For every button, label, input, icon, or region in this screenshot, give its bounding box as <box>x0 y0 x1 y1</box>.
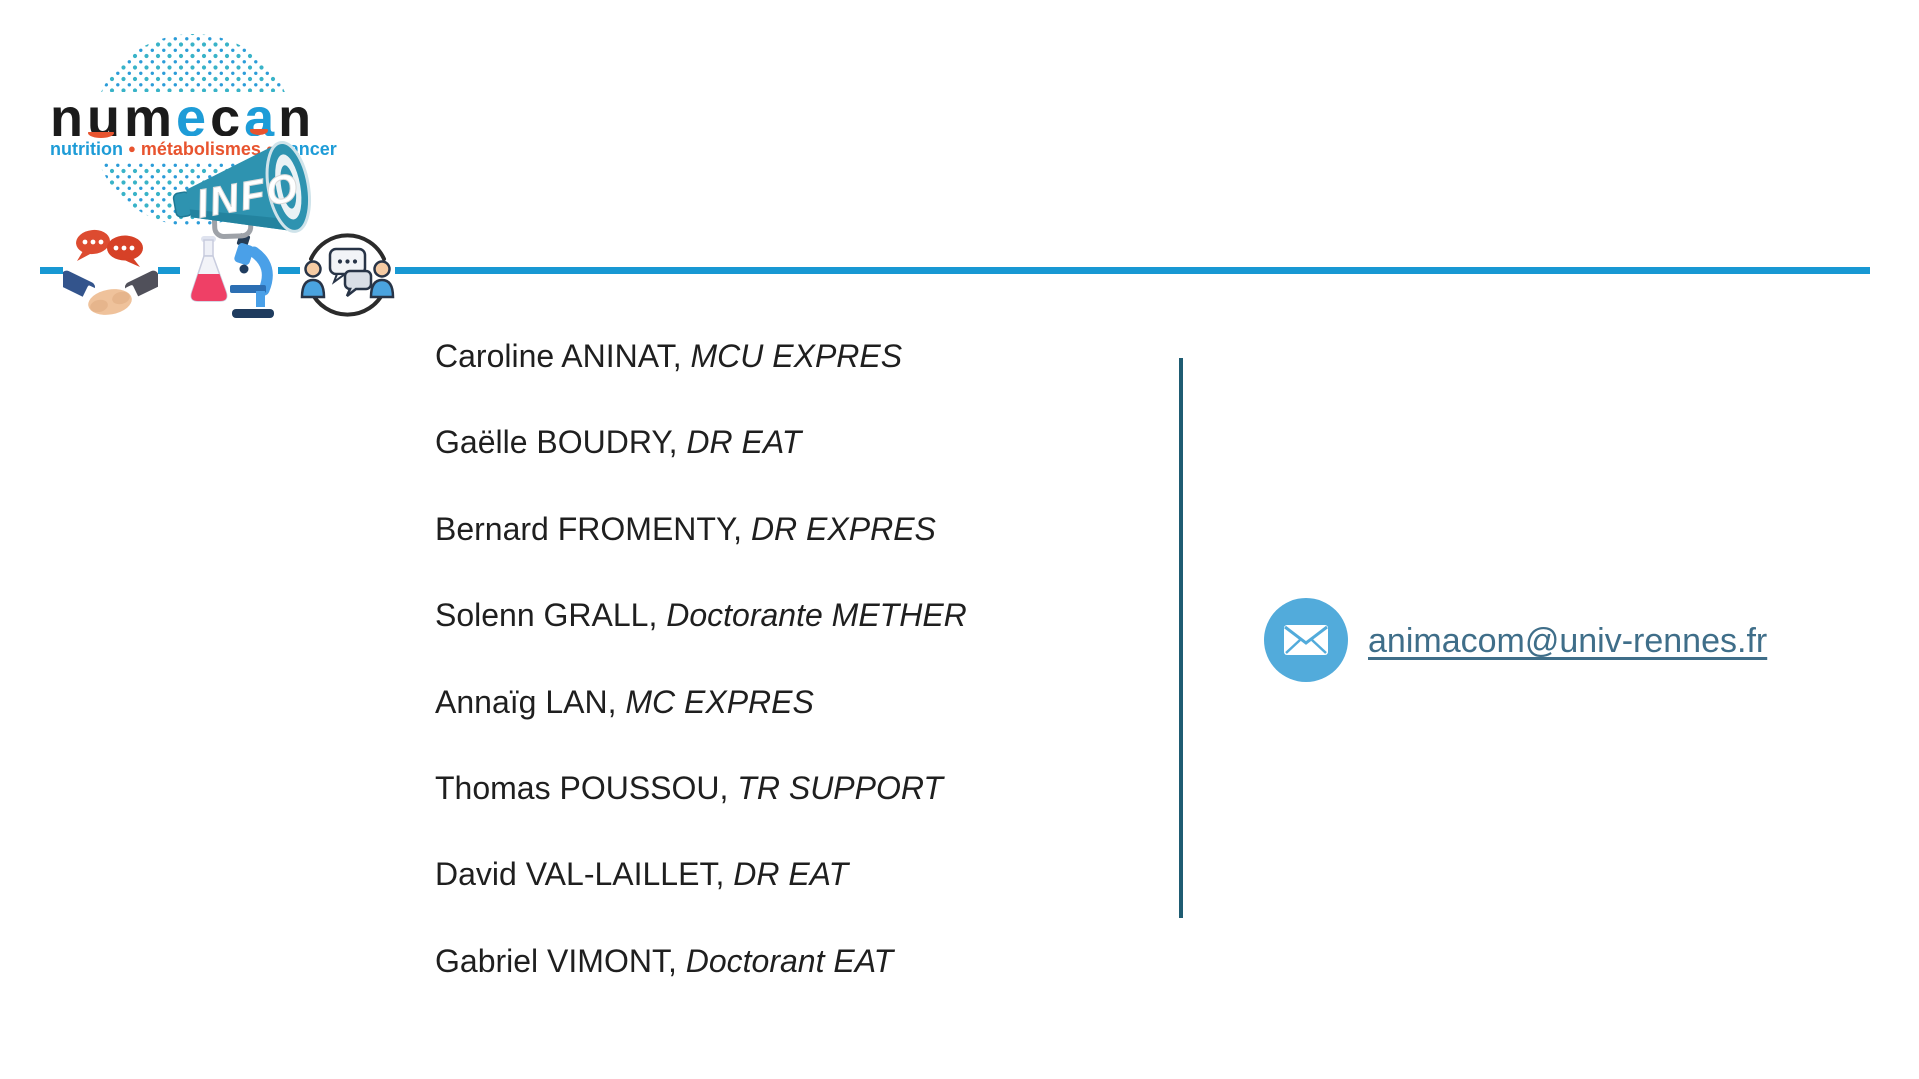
member-name: Annaïg LAN <box>435 683 608 720</box>
tagline-word: métabolismes <box>140 139 261 159</box>
member-name: Bernard FROMENTY <box>435 510 734 547</box>
brand-orange-accent <box>88 128 114 138</box>
member-role: DR EAT <box>686 424 802 461</box>
tagline-dot: ● <box>127 141 136 156</box>
horizontal-rule <box>40 267 1870 274</box>
flask-and-microscope-icon <box>180 232 278 326</box>
list-item: Caroline ANINAT, MCU EXPRES <box>435 313 967 399</box>
member-separator: , <box>733 510 751 547</box>
member-role: Doctorante METHER <box>666 597 967 634</box>
member-name: Thomas POUSSOU <box>435 770 720 807</box>
list-item: Gabriel VIMONT, Doctorant EAT <box>435 918 967 1004</box>
member-separator: , <box>672 338 691 374</box>
list-item: Gaëlle BOUDRY, DR EAT <box>435 399 967 485</box>
member-role: Doctorant EAT <box>685 942 894 979</box>
members-list: Caroline ANINAT, MCU EXPRES Gaëlle BOUDR… <box>435 313 967 1004</box>
member-separator: , <box>648 597 667 634</box>
member-name: David VAL-LAILLET <box>435 856 716 893</box>
member-separator: , <box>607 683 626 720</box>
member-role: TR SUPPORT <box>737 770 943 807</box>
people-discussion-circle-icon <box>300 224 395 324</box>
member-role: MC EXPRES <box>625 683 814 720</box>
speech-bubbles-handshake-icon <box>63 226 158 324</box>
member-role: DR EAT <box>733 856 849 893</box>
member-name: Caroline ANINAT <box>435 338 673 374</box>
brand-orange-accent <box>250 126 268 135</box>
member-role: MCU EXPRES <box>690 338 903 374</box>
list-item: Solenn GRALL, Doctorante METHER <box>435 572 967 658</box>
member-separator: , <box>715 856 734 893</box>
member-name: Gaëlle BOUDRY <box>435 424 669 461</box>
member-separator: , <box>667 942 686 979</box>
envelope-icon <box>1264 598 1348 682</box>
member-name: Gabriel VIMONT <box>435 942 668 979</box>
list-item: Annaïg LAN, MC EXPRES <box>435 659 967 745</box>
tagline-word: nutrition <box>50 139 123 159</box>
member-separator: , <box>668 424 687 461</box>
member-role: DR EXPRES <box>750 510 936 547</box>
list-item: Thomas POUSSOU, TR SUPPORT <box>435 745 967 831</box>
email-link[interactable]: animacom@univ-rennes.fr <box>1368 622 1768 660</box>
megaphone-info-icon: INFO <box>172 140 311 239</box>
list-item: Bernard FROMENTY, DR EXPRES <box>435 486 967 572</box>
member-name: Solenn GRALL <box>435 597 649 634</box>
member-separator: , <box>719 770 738 807</box>
list-item: David VAL-LAILLET, DR EAT <box>435 831 967 917</box>
vertical-divider <box>1179 358 1183 918</box>
